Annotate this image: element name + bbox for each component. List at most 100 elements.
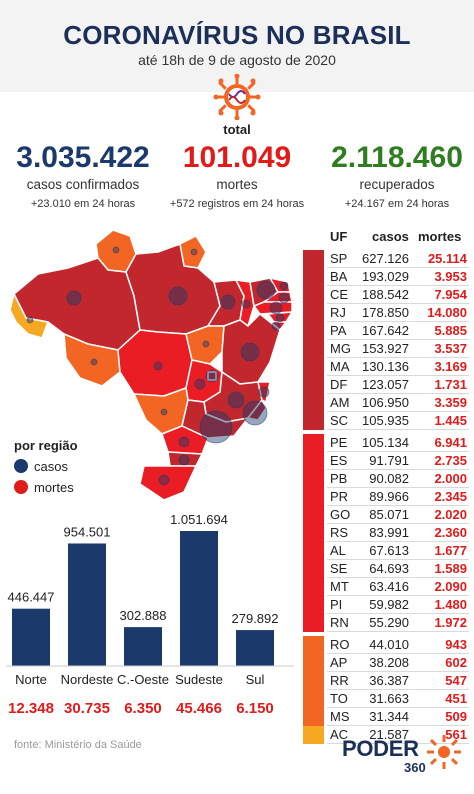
- deaths-sub: +572 registros em 24 horas: [169, 198, 305, 210]
- table-row: PI 59.982 1.480: [303, 596, 469, 614]
- uf-cases: 55.290: [369, 615, 409, 630]
- bubble-rn: [279, 281, 289, 291]
- uf-cases: 31.344: [369, 709, 409, 724]
- uf-color-bar: [303, 452, 324, 470]
- uf-deaths: 5.885: [434, 323, 467, 338]
- uf-deaths: 2.000: [434, 471, 467, 486]
- row-divider: [327, 653, 469, 654]
- uf-cases: 59.982: [369, 597, 409, 612]
- bubble-al: [275, 313, 285, 323]
- uf-cases: 106.950: [362, 395, 409, 410]
- uf-cases: 63.416: [369, 579, 409, 594]
- table-row: AC 21.587 561: [303, 726, 469, 744]
- stat-confirmed: 3.035.422 casos confirmados +23.010 em 2…: [0, 140, 168, 212]
- table-header-deaths: mortes: [418, 229, 462, 244]
- bubble-df: [205, 369, 219, 383]
- row-divider: [327, 595, 469, 596]
- uf-deaths: 2.020: [434, 507, 467, 522]
- uf-deaths: 7.954: [434, 287, 467, 302]
- uf-cases: 90.082: [369, 471, 409, 486]
- uf-deaths: 547: [445, 673, 467, 688]
- uf-code: PR: [330, 489, 349, 504]
- map-state-sp: [181, 399, 249, 439]
- uf-code: SE: [330, 561, 348, 576]
- row-divider: [327, 411, 469, 412]
- row-divider: [327, 393, 469, 394]
- bar-value-label: 446.447: [8, 590, 55, 605]
- uf-cases: 36.387: [369, 673, 409, 688]
- row-divider: [327, 631, 469, 632]
- bubble-pa: [168, 286, 188, 306]
- table-row: RS 83.991 2.360: [303, 524, 469, 542]
- uf-cases: 123.057: [362, 377, 409, 392]
- uf-deaths: 2.090: [434, 579, 467, 594]
- row-divider: [327, 613, 469, 614]
- row-divider: [327, 321, 469, 322]
- confirmed-label: casos confirmados: [26, 177, 140, 192]
- row-divider: [327, 267, 469, 268]
- page-title: CORONAVÍRUS NO BRASIL: [63, 20, 411, 50]
- uf-code: RS: [330, 525, 349, 540]
- uf-deaths: 602: [445, 655, 467, 670]
- category-label: Nordeste: [61, 672, 114, 687]
- confirmed-sub: +23.010 em 24 horas: [30, 198, 136, 210]
- bar-4: [236, 630, 274, 666]
- virus-icon: [213, 74, 261, 120]
- table-row: SP 627.126 25.114: [303, 250, 469, 268]
- bubble-to: [202, 340, 210, 348]
- stat-deaths: 101.049 mortes +572 registros em 24 hora…: [152, 140, 322, 212]
- uf-cases: 91.791: [369, 453, 409, 468]
- uf-cases: 64.693: [369, 561, 409, 576]
- bubble-ce: [256, 280, 276, 300]
- uf-deaths: 509: [445, 709, 467, 724]
- uf-cases: 83.991: [369, 525, 409, 540]
- uf-color-bar: [303, 358, 324, 376]
- region-deaths-label: 12.348: [8, 700, 54, 717]
- legend-cases-label: casos: [34, 459, 68, 474]
- region-bar-chart: 446.447 Norte 12.348 954.501 Nordeste 30.735 3…: [6, 512, 294, 717]
- stat-recovered: 2.118.460 recuperados +24.167 em 24 hora…: [312, 140, 474, 212]
- row-divider: [327, 689, 469, 690]
- uf-cases: 44.010: [369, 637, 409, 652]
- uf-deaths: 3.359: [434, 395, 467, 410]
- uf-color-bar: [303, 434, 324, 452]
- bubble-rs: [158, 474, 170, 486]
- uf-color-bar: [303, 578, 324, 596]
- uf-color-bar: [303, 672, 324, 690]
- logo-text: PODER: [342, 736, 419, 761]
- bar-value-label: 279.892: [232, 611, 279, 626]
- recovered-sub: +24.167 em 24 horas: [344, 198, 450, 210]
- uf-color-bar: [303, 488, 324, 506]
- table-row: GO 85.071 2.020: [303, 506, 469, 524]
- uf-cases: 105.935: [362, 413, 409, 428]
- uf-cases: 627.126: [362, 251, 409, 266]
- uf-code: MS: [330, 709, 350, 724]
- poder360-logo: PODER 360: [342, 734, 466, 775]
- uf-deaths: 561: [445, 727, 467, 742]
- source-note: fonte: Ministério da Saúde: [14, 739, 142, 751]
- bar-3: [180, 531, 218, 666]
- bubble-es: [258, 386, 270, 398]
- uf-code: AM: [330, 395, 350, 410]
- uf-deaths: 25.114: [427, 251, 467, 266]
- uf-cases: 31.663: [369, 691, 409, 706]
- uf-cases: 178.850: [362, 305, 409, 320]
- uf-code: PA: [330, 323, 347, 338]
- uf-color-bar: [303, 560, 324, 578]
- uf-cases: 38.208: [369, 655, 409, 670]
- bubble-mg: [227, 391, 245, 409]
- map-state-pr: [161, 425, 209, 455]
- bar-2: [124, 627, 162, 666]
- legend-deaths-label: mortes: [34, 480, 74, 495]
- table-row: BA 193.029 3.953: [303, 268, 469, 286]
- table-row: RR 36.387 547: [303, 672, 469, 690]
- table-row: ES 91.791 2.735: [303, 452, 469, 470]
- region-deaths-label: 30.735: [64, 700, 110, 717]
- uf-cases: 153.927: [362, 341, 409, 356]
- uf-code: AC: [330, 727, 349, 742]
- bubble-go: [194, 378, 206, 390]
- category-label: Sudeste: [175, 672, 223, 687]
- row-divider: [327, 429, 469, 430]
- bubble-ms: [160, 408, 168, 416]
- uf-deaths: 1.480: [434, 597, 467, 612]
